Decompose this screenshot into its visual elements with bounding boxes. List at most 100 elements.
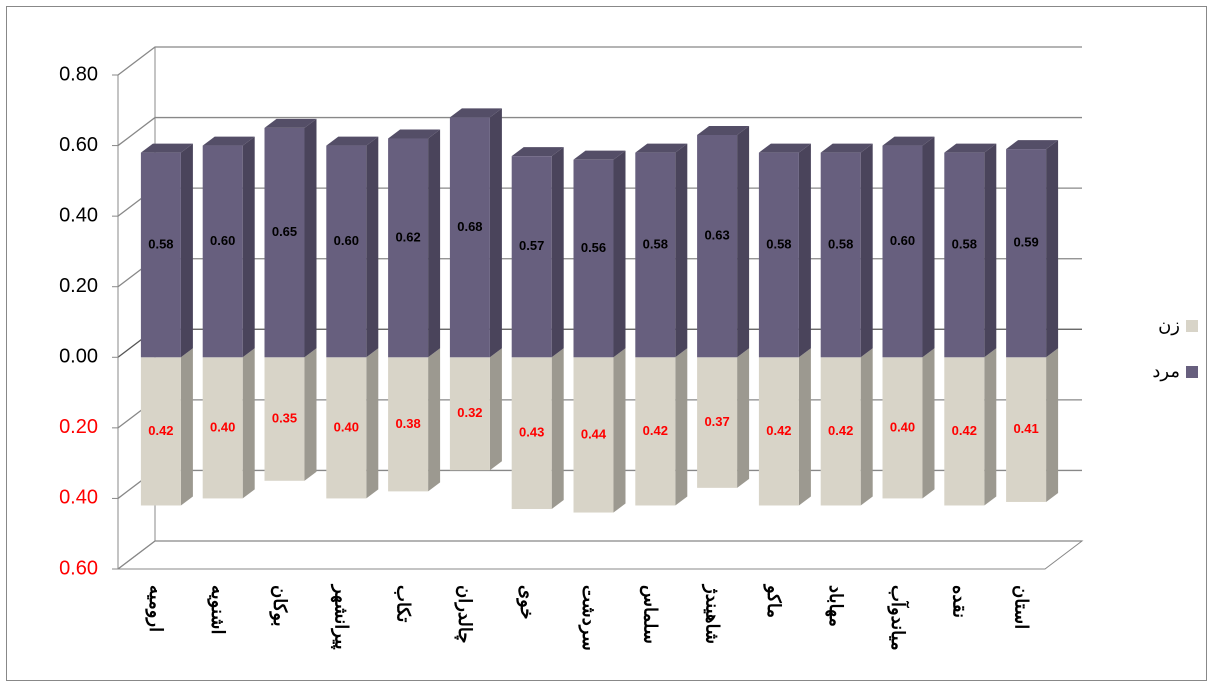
- bar: [511, 357, 552, 510]
- bar-side: [737, 125, 750, 358]
- bar-side: [180, 143, 193, 358]
- value-label: 0.59: [1013, 235, 1038, 250]
- value-label: 0.35: [272, 410, 297, 425]
- bar-side: [428, 129, 441, 358]
- bar-side: [984, 348, 997, 506]
- bar-side: [366, 136, 379, 358]
- bar: [944, 357, 985, 506]
- x-tick-label: اشنویه: [207, 585, 228, 634]
- bar: [264, 357, 305, 481]
- bar-top: [388, 129, 441, 139]
- bar: [202, 145, 243, 358]
- bar-side: [1046, 140, 1059, 358]
- bar-top: [202, 136, 255, 146]
- bar: [202, 357, 243, 499]
- bar-side: [922, 348, 935, 499]
- x-tick-label: چالدران: [454, 585, 475, 643]
- y-tick-label: 0.80: [59, 63, 98, 85]
- bar: [1006, 357, 1047, 502]
- bar-side: [675, 143, 688, 358]
- bar-side: [489, 348, 502, 471]
- x-tick-label: میاندوآب: [887, 585, 910, 651]
- legend-swatch: [1186, 320, 1198, 332]
- value-label: 0.56: [581, 240, 606, 255]
- value-label: 0.57: [519, 238, 544, 253]
- bar-side: [798, 348, 811, 506]
- bar-side: [304, 118, 317, 358]
- bar-top: [573, 150, 626, 160]
- x-tick-label: سلماس: [640, 585, 661, 644]
- bar: [449, 117, 490, 358]
- bar: [758, 357, 799, 506]
- y-tick-label: 0.60: [59, 557, 98, 579]
- bar: [326, 357, 367, 499]
- bar-top: [758, 143, 811, 153]
- x-tick-label: شاهیندژ: [701, 583, 722, 644]
- bar: [573, 159, 614, 358]
- bar-top: [944, 143, 997, 153]
- x-tick-label: پیرانشهر: [331, 583, 352, 650]
- bar: [820, 357, 861, 506]
- value-label: 0.62: [395, 229, 420, 244]
- x-tick-label: خوی: [516, 585, 537, 620]
- bar: [697, 134, 738, 358]
- bar: [635, 152, 676, 358]
- bar: [882, 145, 923, 358]
- bar-top: [697, 125, 750, 135]
- value-label: 0.68: [457, 219, 482, 234]
- bar-side: [551, 348, 564, 510]
- value-label: 0.32: [457, 405, 482, 420]
- bar-side: [366, 348, 379, 499]
- value-label: 0.58: [828, 236, 853, 251]
- grid-line: [117, 540, 1082, 570]
- grid-line: [117, 46, 1082, 76]
- bar: [140, 152, 181, 358]
- bar-side: [551, 147, 564, 358]
- bar: [573, 357, 614, 513]
- value-label: 0.60: [890, 233, 915, 248]
- legend-swatch: [1186, 366, 1198, 378]
- value-label: 0.60: [210, 233, 235, 248]
- bar-top: [449, 108, 502, 118]
- bar-top: [635, 143, 688, 153]
- value-label: 0.38: [395, 416, 420, 431]
- bar-side: [737, 348, 750, 488]
- bar: [882, 357, 923, 499]
- bar-side: [860, 348, 873, 506]
- bar: [511, 156, 552, 358]
- bar-side: [798, 143, 811, 358]
- grid-line: [117, 116, 1082, 147]
- bar-top: [1006, 140, 1059, 150]
- x-tick-label: نقده: [950, 585, 970, 618]
- bar-side: [428, 348, 441, 492]
- value-label: 0.58: [643, 236, 668, 251]
- bar-top: [140, 143, 193, 153]
- bar-side: [304, 348, 317, 481]
- value-label: 0.37: [704, 414, 729, 429]
- x-tick-label: سردشت: [578, 585, 599, 651]
- value-label: 0.40: [890, 419, 915, 434]
- bar: [264, 127, 305, 358]
- bar-side: [489, 108, 502, 358]
- bar-side: [180, 348, 193, 506]
- legend-label: مرد: [1152, 361, 1180, 382]
- value-label: 0.44: [581, 426, 607, 441]
- bar-top: [820, 143, 873, 153]
- bar: [1006, 149, 1047, 358]
- bar: [449, 357, 490, 471]
- bar: [388, 357, 429, 492]
- bar-side: [860, 143, 873, 358]
- bar-side: [613, 348, 626, 513]
- bar-side: [242, 348, 255, 499]
- bar: [635, 357, 676, 506]
- value-label: 0.42: [148, 423, 173, 438]
- bar-side: [613, 150, 626, 358]
- value-label: 0.58: [148, 236, 173, 251]
- value-label: 0.41: [1013, 421, 1038, 436]
- value-label: 0.58: [766, 236, 791, 251]
- value-label: 0.43: [519, 425, 544, 440]
- y-tick-label: 0.00: [59, 346, 98, 368]
- bar-top: [264, 118, 317, 128]
- x-tick-label: مهاباد: [825, 585, 846, 627]
- x-tick-label: ماکو: [763, 583, 784, 618]
